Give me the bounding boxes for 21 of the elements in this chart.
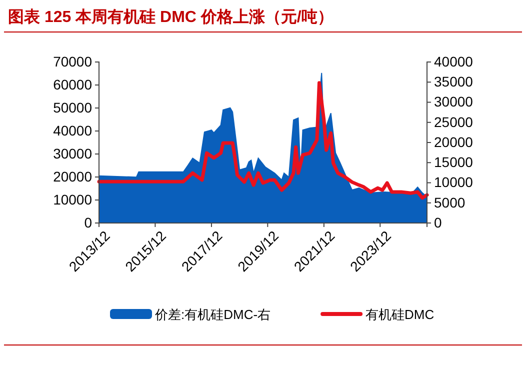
legend-label: 价差:有机硅DMC-右 [154, 307, 271, 322]
y-tick-label: 60000 [53, 76, 92, 92]
y-tick-label: 70000 [53, 53, 92, 70]
y2-tick-label: 25000 [434, 114, 474, 130]
y2-tick-label: 40000 [434, 53, 474, 70]
y2-tick-label: 20000 [434, 134, 474, 150]
y2-tick-label: 30000 [434, 94, 474, 110]
y2-tick-label: 15000 [434, 154, 474, 170]
y-tick-label: 30000 [53, 145, 92, 162]
y-tick-label: 40000 [53, 122, 92, 138]
y-tick-label: 0 [84, 214, 92, 230]
y2-tick-label: 35000 [434, 74, 474, 90]
y2-tick-label: 10000 [434, 174, 474, 190]
y2-tick-label: 0 [434, 214, 442, 230]
y-tick-label: 50000 [53, 99, 92, 116]
y-tick-label: 10000 [53, 191, 92, 208]
y-tick-label: 20000 [53, 168, 92, 184]
legend-label: 有机硅DMC [366, 307, 434, 322]
y2-tick-label: 5000 [434, 194, 466, 210]
line-series [97, 81, 429, 200]
chart-title: 图表 125 本周有机硅 DMC 价格上涨（元/吨） [8, 8, 334, 26]
